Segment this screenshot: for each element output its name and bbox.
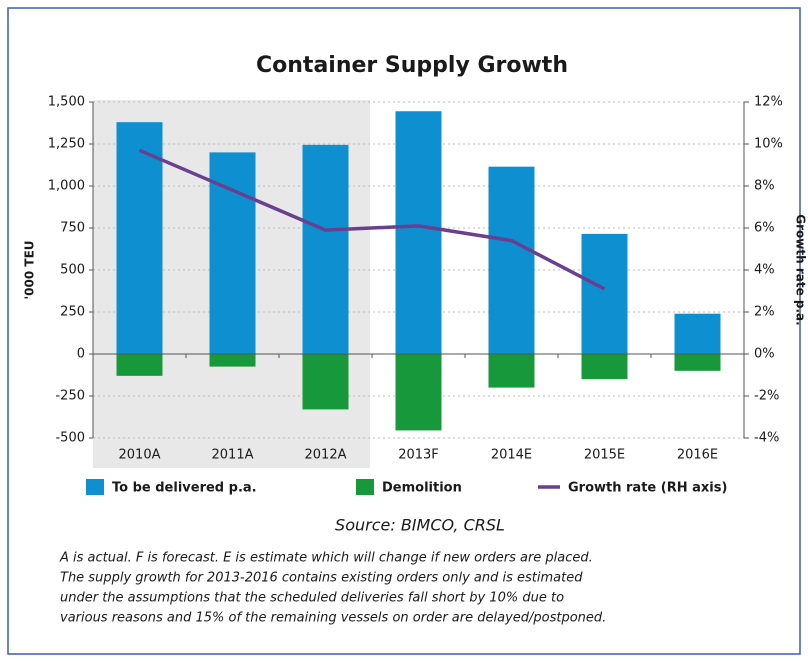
legend-label: To be delivered p.a. [112,481,257,496]
x-tick-label: 2015E [584,448,625,463]
bar [209,152,256,354]
footnote: The supply growth for 2013-2016 contains… [60,571,583,586]
bar [302,144,349,354]
y-tick-label: 1,250 [48,137,85,152]
bar [395,111,442,355]
x-tick-label: 2010A [119,448,161,463]
bar [674,354,721,371]
legend-label: Growth rate (RH axis) [568,481,727,496]
footnote: under the assumptions that the scheduled… [60,591,564,606]
bar [116,122,163,354]
y2-axis-label: Growth rate p.a. [794,214,808,325]
source: Source: BIMCO, CRSL [335,516,505,535]
y-tick-label: 1,500 [48,95,85,110]
bar [488,166,535,354]
y-tick-label: -500 [55,431,85,446]
x-tick-label: 2016E [677,448,718,463]
legend-swatch [356,479,374,495]
line [138,148,606,291]
x-tick-label: 2011A [212,448,254,463]
y-tick-label: 250 [60,305,85,320]
legend-label: Demolition [382,481,462,496]
x-tick-label: 2014E [491,448,532,463]
footnote: various reasons and 15% of the remaining… [60,611,606,626]
y-tick-label: 0 [77,347,85,362]
footnote: A is actual. F is forecast. E is estimat… [59,551,593,566]
y-tick-label: 1,000 [48,179,85,194]
y2-tick-label: 6% [754,221,775,236]
y2-tick-label: 10% [754,137,783,152]
y-tick-label: 500 [60,263,85,278]
bar [116,354,163,376]
chart-title: Container Supply Growth [256,53,568,78]
legend-swatch [86,479,104,495]
bar [674,313,721,354]
y2-tick-label: 2% [754,305,775,320]
bar [302,354,349,410]
y2-tick-label: 0% [754,347,775,362]
bar [395,354,442,431]
y2-tick-label: 8% [754,179,775,194]
y-tick-label: -250 [55,389,85,404]
bar [581,354,628,380]
y2-tick-label: -2% [754,389,779,404]
x-tick-label: 2012A [305,448,347,463]
y-axis-label: '000 TEU [23,240,37,299]
x-tick-label: 2013F [398,448,439,463]
bar [209,354,256,367]
bar [581,233,628,354]
y-tick-label: 750 [60,221,85,236]
y2-tick-label: 4% [754,263,775,278]
y2-tick-label: -4% [754,431,779,446]
y2-tick-label: 12% [754,95,783,110]
bar [488,354,535,388]
